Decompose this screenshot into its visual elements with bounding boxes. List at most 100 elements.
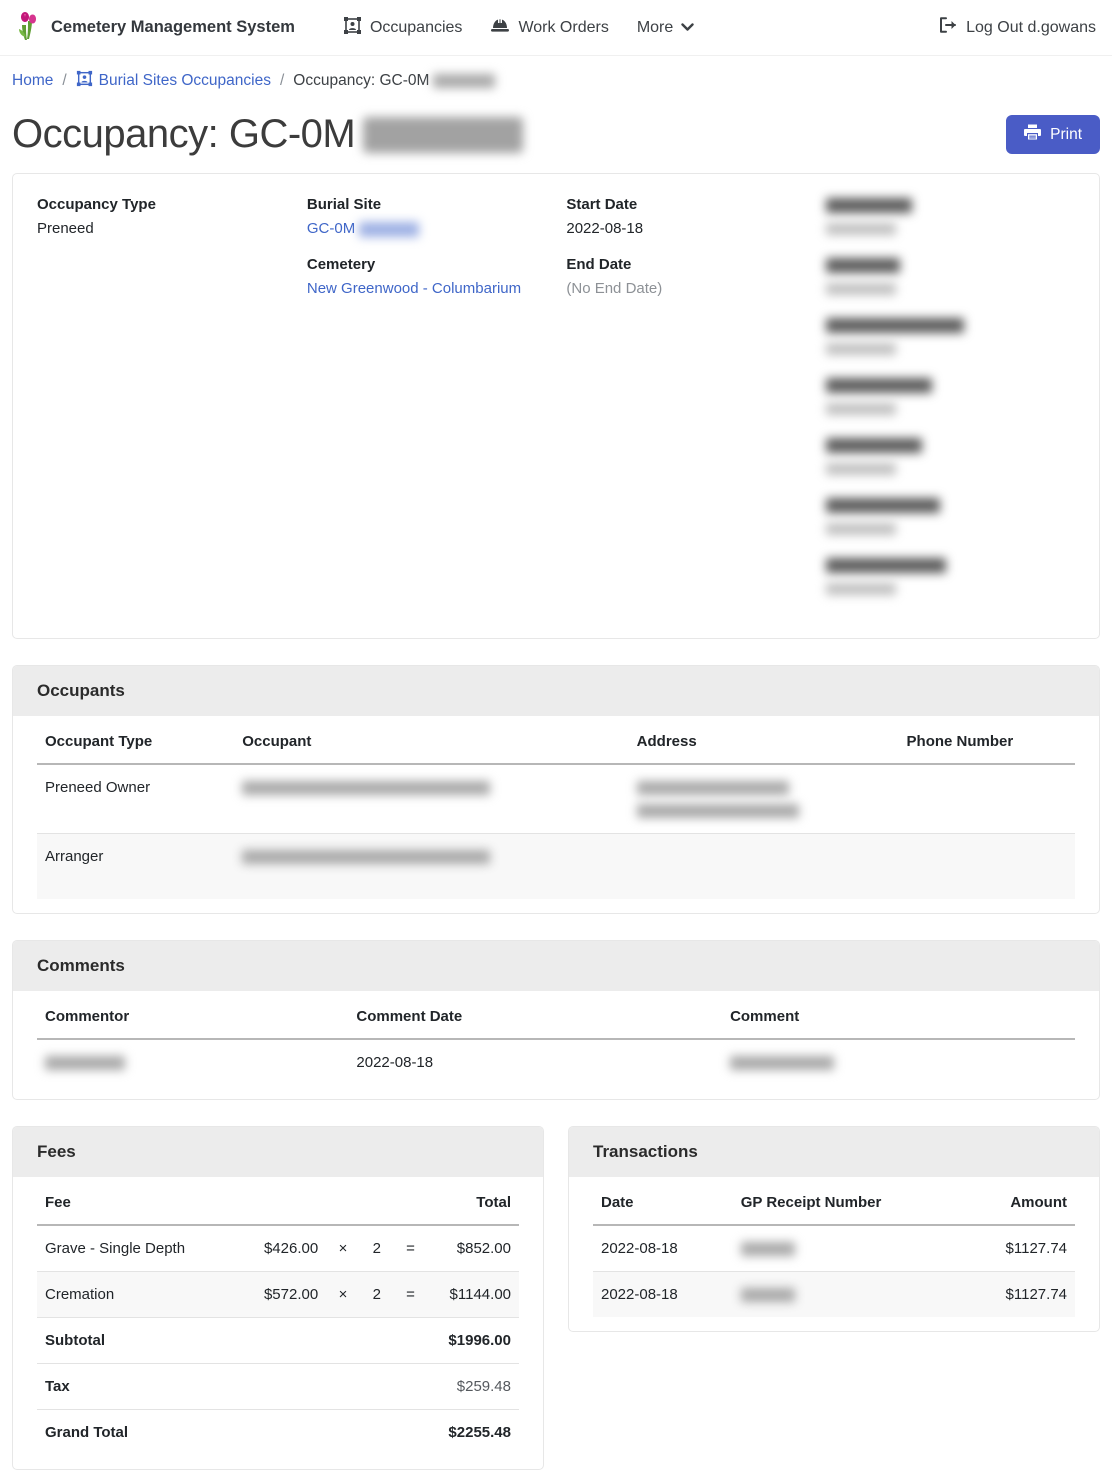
logout-icon bbox=[939, 17, 957, 38]
redacted-text bbox=[825, 223, 896, 236]
burial-site-link-text: GC-0M bbox=[306, 220, 356, 237]
page-content: Occupancy Type Preneed Burial Site GC-0M… bbox=[0, 173, 1112, 1482]
redacted-text bbox=[825, 497, 940, 513]
fee-total-cell: $1144.00 bbox=[427, 1271, 519, 1318]
nav-item-label: Occupancies bbox=[369, 18, 463, 36]
comment-cell bbox=[722, 1039, 1075, 1085]
field-label: Start Date bbox=[566, 196, 638, 213]
nav-item-more[interactable]: More bbox=[623, 11, 708, 45]
fee-total-cell: $852.00 bbox=[427, 1225, 519, 1272]
breadcrumb-occupancies-label: Burial Sites Occupancies bbox=[98, 72, 271, 89]
field-occupancy-type: Occupancy Type Preneed bbox=[37, 196, 307, 237]
redacted-text bbox=[825, 437, 922, 453]
column-header: Occupant Type bbox=[37, 720, 235, 765]
cemetery-link[interactable]: New Greenwood - Columbarium bbox=[306, 280, 522, 297]
page-header: Occupancy: GC-0M Print bbox=[0, 102, 1112, 173]
comments-card: Comments Commentor Comment Date Comment … bbox=[12, 940, 1100, 1100]
redacted-text bbox=[740, 1288, 795, 1303]
nav-item-label: Work Orders bbox=[518, 18, 609, 36]
column-header: Amount bbox=[954, 1181, 1075, 1226]
breadcrumb-occupancies-link[interactable]: Burial Sites Occupancies bbox=[76, 70, 271, 92]
redacted-text bbox=[730, 1056, 835, 1071]
redacted-field bbox=[825, 196, 1075, 237]
print-button[interactable]: Print bbox=[1006, 115, 1100, 154]
receipt-number-cell bbox=[732, 1225, 955, 1272]
occupants-card: Occupants Occupant Type Occupant Address… bbox=[12, 665, 1100, 914]
field-burial-site: Burial Site GC-0M bbox=[307, 196, 567, 237]
transaction-date-cell: 2022-08-18 bbox=[601, 1286, 678, 1303]
table-header-row: Occupant Type Occupant Address Phone Num… bbox=[37, 720, 1075, 765]
transactions-table: Date GP Receipt Number Amount 2022-08-18… bbox=[593, 1181, 1075, 1317]
print-button-label: Print bbox=[1050, 125, 1082, 143]
nav-item-label: More bbox=[636, 18, 674, 36]
details-column-1: Occupancy Type Preneed bbox=[37, 196, 307, 616]
fees-table: Fee Total Grave - Single Depth $426.00 bbox=[37, 1181, 519, 1455]
redacted-text bbox=[825, 197, 912, 213]
field-label: End Date bbox=[566, 256, 632, 273]
transaction-date-cell: 2022-08-18 bbox=[593, 1225, 733, 1272]
details-column-2: Burial Site GC-0M Cemetery New Greenwood… bbox=[307, 196, 567, 616]
redacted-text bbox=[433, 74, 496, 88]
fee-equals-cell: = bbox=[393, 1271, 428, 1318]
occupancies-icon bbox=[76, 70, 93, 92]
nav-item-work-orders[interactable]: Work Orders bbox=[476, 9, 622, 47]
breadcrumb-separator: / bbox=[62, 72, 67, 89]
column-header: Commentor bbox=[37, 995, 349, 1040]
page-title: Occupancy: GC-0M bbox=[12, 112, 524, 157]
table-row: 2022-08-18 bbox=[37, 1039, 1075, 1085]
column-header: Address bbox=[628, 720, 899, 765]
breadcrumb: Home / Burial Sites Occupancies / Occupa… bbox=[0, 56, 1112, 102]
breadcrumb-home-link[interactable]: Home bbox=[12, 72, 54, 89]
transactions-card: Transactions Date GP Receipt Number Amou… bbox=[568, 1126, 1100, 1332]
printer-icon bbox=[1024, 124, 1042, 145]
redacted-text bbox=[636, 804, 799, 819]
subtotal-row: Subtotal $1996.00 bbox=[37, 1317, 519, 1364]
column-header bbox=[326, 1181, 360, 1226]
details-column-3: Start Date 2022-08-18 End Date (No End D… bbox=[566, 196, 826, 616]
logout-label: Log Out d.gowans bbox=[966, 18, 1096, 36]
field-label: Cemetery bbox=[306, 256, 376, 273]
app-brand[interactable]: Cemetery Management System bbox=[16, 11, 295, 45]
subtotal-label: Subtotal bbox=[37, 1317, 428, 1364]
fees-card: Fees Fee Total bbox=[12, 1126, 544, 1470]
fee-times-cell: × bbox=[326, 1271, 360, 1318]
field-label: Burial Site bbox=[306, 196, 382, 213]
occupants-title: Occupants bbox=[13, 666, 1099, 716]
fee-price-cell: $426.00 bbox=[239, 1225, 327, 1272]
redacted-text bbox=[825, 557, 946, 573]
chevron-down-icon bbox=[681, 19, 694, 37]
redacted-text bbox=[45, 1056, 125, 1071]
logout-button[interactable]: Log Out d.gowans bbox=[939, 17, 1096, 38]
column-header: GP Receipt Number bbox=[732, 1181, 955, 1226]
redacted-text bbox=[363, 116, 524, 153]
redacted-text bbox=[825, 523, 896, 536]
fee-times-cell: × bbox=[326, 1225, 360, 1272]
occupant-cell bbox=[234, 834, 628, 900]
table-row: 2022-08-18 $1127.74 bbox=[593, 1225, 1075, 1272]
amount-cell: $1127.74 bbox=[1005, 1286, 1067, 1303]
redacted-field bbox=[825, 256, 1075, 297]
redacted-text bbox=[825, 403, 896, 416]
table-row: 2022-08-18 $1127.74 bbox=[593, 1271, 1075, 1318]
occupancy-details-card: Occupancy Type Preneed Burial Site GC-0M… bbox=[12, 173, 1100, 639]
fee-qty-cell: 2 bbox=[359, 1271, 394, 1318]
fees-title: Fees bbox=[13, 1127, 543, 1177]
column-header bbox=[359, 1181, 394, 1226]
tulip-logo-icon bbox=[16, 11, 42, 45]
column-header bbox=[393, 1181, 428, 1226]
grand-total-row: Grand Total $2255.48 bbox=[37, 1409, 519, 1455]
details-column-4-redacted bbox=[825, 196, 1075, 616]
fee-qty-cell: 2 bbox=[359, 1225, 394, 1272]
receipt-number-cell bbox=[733, 1272, 955, 1318]
redacted-text bbox=[825, 343, 896, 356]
tax-label: Tax bbox=[37, 1363, 428, 1410]
redacted-text bbox=[825, 377, 932, 393]
nav-item-occupancies[interactable]: Occupancies bbox=[329, 8, 477, 48]
redacted-text bbox=[825, 583, 896, 596]
burial-site-link[interactable]: GC-0M bbox=[307, 220, 420, 237]
column-header: Occupant bbox=[234, 720, 629, 765]
field-value: (No End Date) bbox=[566, 280, 663, 297]
field-value: 2022-08-18 bbox=[566, 220, 644, 237]
field-value: Preneed bbox=[37, 220, 94, 237]
table-row: Preneed Owner bbox=[37, 764, 1075, 834]
